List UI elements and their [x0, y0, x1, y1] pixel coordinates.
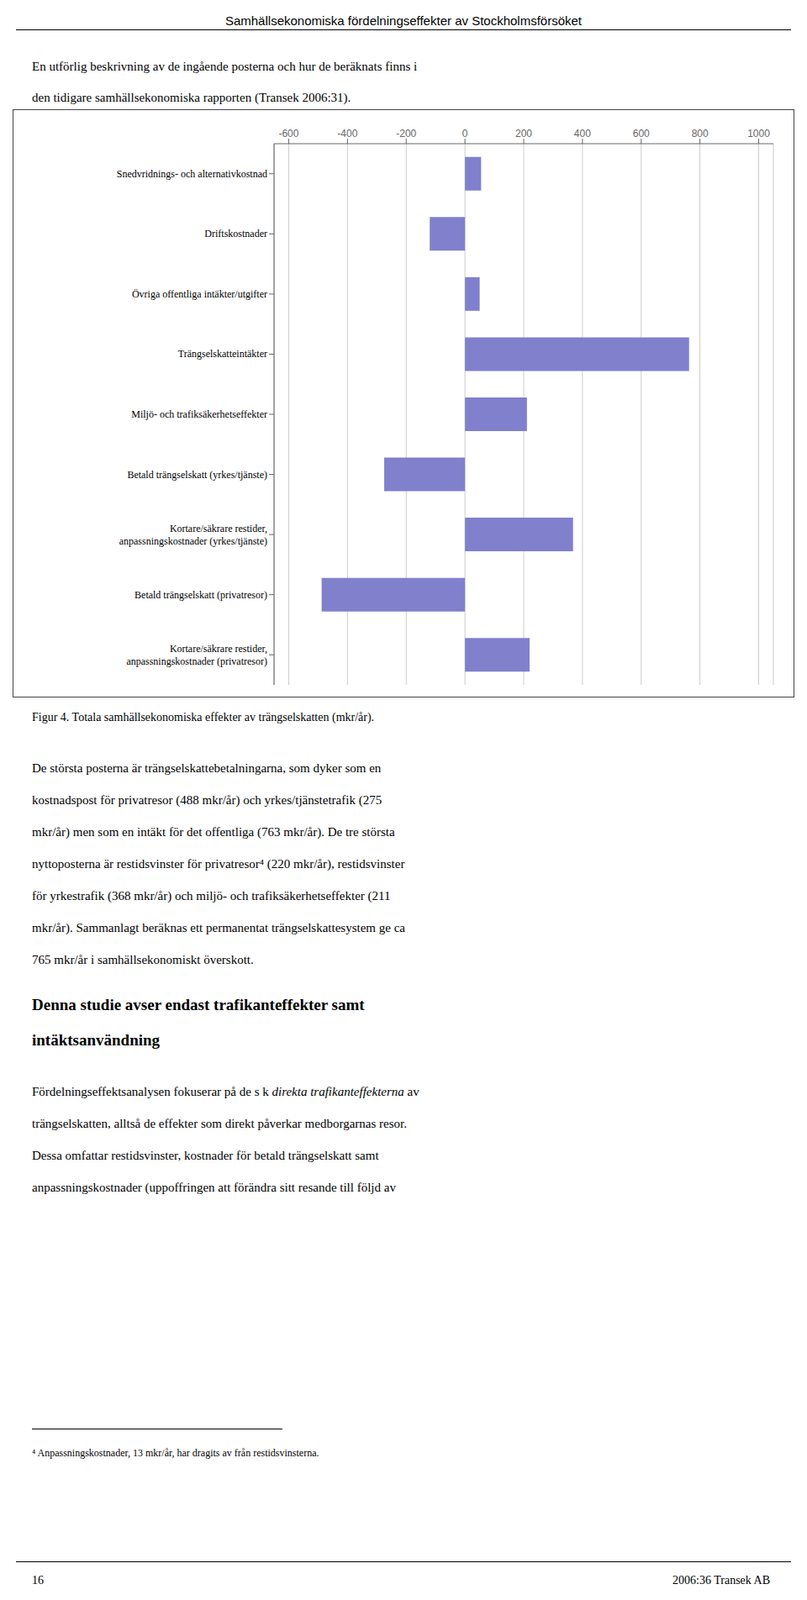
svg-text:Snedvridnings- och alternativk: Snedvridnings- och alternativkostnad [116, 168, 268, 180]
html-text:Dessa omfattar restidsvinster,: Dessa omfattar restidsvinster, kostnader… [31, 1149, 379, 1163]
html-text:765 mkr/år i samhällsekonomisk: 765 mkr/år i samhällsekonomiskt överskot… [31, 953, 254, 967]
svg-text:-400: -400 [337, 127, 358, 140]
html-text:anpassningskostnader (uppoffri: anpassningskostnader (uppoffringen att f… [31, 1181, 396, 1195]
svg-text:400: 400 [574, 127, 591, 140]
svg-text:600: 600 [632, 127, 650, 140]
svg-text:Trängselskatteintäkter: Trängselskatteintäkter [178, 348, 268, 360]
svg-text:200: 200 [515, 127, 533, 140]
html-text:kostnadspost för privatresor (: kostnadspost för privatresor (488 mkr/år… [31, 793, 382, 807]
html-text:nyttoposterna är restidsvinste: nyttoposterna är restidsvinster för priv… [31, 857, 405, 871]
svg-text:800: 800 [691, 127, 709, 140]
html-text:Samhällsekonomiska fördelnings: Samhällsekonomiska fördelningseffekter a… [225, 13, 582, 28]
svg-text:Kortare/säkrare restider,anpas: Kortare/säkrare restider,anpassningskost… [119, 522, 268, 548]
svg-text:Betald trängselskatt (yrkes/tj: Betald trängselskatt (yrkes/tjänste) [126, 469, 268, 481]
html-text:intäktsanvändning: intäktsanvändning [31, 1031, 160, 1050]
html-text:för yrkestrafik (368 mkr/år) o: för yrkestrafik (368 mkr/år) och miljö- … [31, 889, 391, 903]
svg-text:Betald trängselskatt (privatre: Betald trängselskatt (privatresor) [134, 589, 268, 602]
html-text:De största posterna är trängse: De största posterna är trängselskattebet… [31, 761, 382, 776]
svg-text:-600: -600 [278, 127, 299, 140]
html-text:Fördelningseffektsanalysen fok: Fördelningseffektsanalysen fokuserar på … [31, 1085, 420, 1099]
html-text:den tidigare samhällsekonomisk: den tidigare samhällsekonomiska rapporte… [31, 90, 351, 105]
html-text:mkr/år). Sammanlagt beräknas e: mkr/år). Sammanlagt beräknas ett permane… [31, 921, 406, 935]
svg-text:0: 0 [462, 127, 469, 140]
html-text:⁴ Anpassningskostnader, 13 mkr: ⁴ Anpassningskostnader, 13 mkr/år, har d… [31, 1447, 320, 1460]
svg-text:Övriga offentliga intäkter/utg: Övriga offentliga intäkter/utgifter [131, 288, 268, 301]
html-text:Figur 4. Totala samhällsekonom: Figur 4. Totala samhällsekonomiska effek… [31, 711, 375, 724]
html-text:2006:36 Transek AB: 2006:36 Transek AB [672, 1574, 771, 1588]
html-text:En utförlig beskrivning av de: En utförlig beskrivning av de ingående p… [31, 59, 418, 74]
html-text:mkr/år) men som en intäkt för: mkr/år) men som en intäkt för det offent… [31, 825, 395, 839]
svg-text:Driftskostnader: Driftskostnader [204, 227, 268, 240]
svg-text:1000: 1000 [747, 127, 771, 140]
html-text:Denna studie avser endast traf: Denna studie avser endast trafikanteffek… [31, 996, 365, 1014]
html-text:trängselskatten, alltså de eff: trängselskatten, alltså de effekter som … [31, 1117, 407, 1131]
svg-text:Miljö- och trafiksäkerhetseffe: Miljö- och trafiksäkerhetseffekter [131, 408, 268, 421]
html-text:16: 16 [31, 1574, 44, 1588]
svg-text:-200: -200 [395, 127, 417, 140]
svg-text:Kortare/säkrare restider,anpas: Kortare/säkrare restider,anpassningskost… [126, 643, 268, 668]
